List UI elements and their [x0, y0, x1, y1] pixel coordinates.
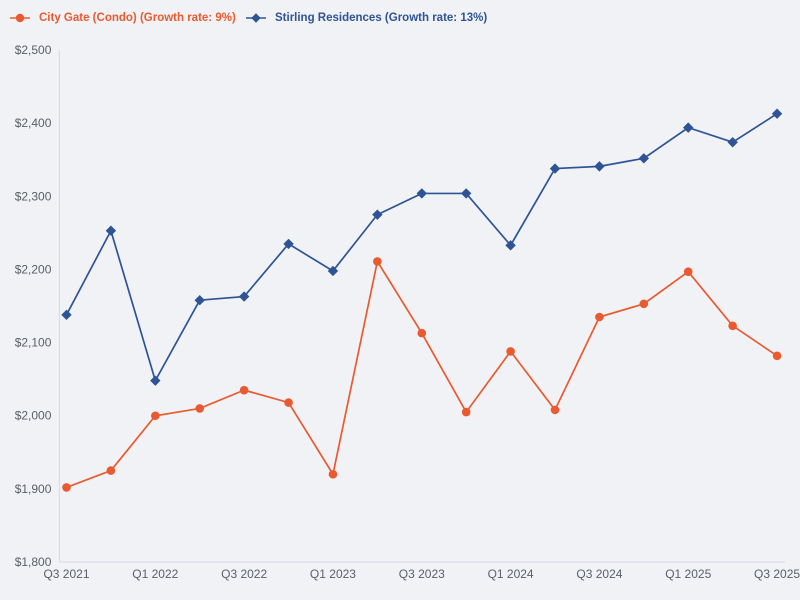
svg-text:$2,000: $2,000 — [15, 409, 52, 423]
svg-text:Q3 2022: Q3 2022 — [221, 567, 267, 581]
svg-text:Q3 2023: Q3 2023 — [399, 567, 445, 581]
svg-text:$2,300: $2,300 — [15, 189, 52, 203]
svg-text:Q3 2024: Q3 2024 — [576, 567, 622, 581]
svg-text:$2,200: $2,200 — [15, 262, 52, 276]
svg-text:Q1 2023: Q1 2023 — [310, 567, 356, 581]
svg-text:$2,500: $2,500 — [15, 43, 52, 57]
svg-text:$1,900: $1,900 — [15, 482, 52, 496]
svg-text:Q3 2025: Q3 2025 — [754, 567, 800, 581]
svg-text:$2,400: $2,400 — [15, 116, 52, 130]
svg-text:Q3 2021: Q3 2021 — [43, 567, 89, 581]
svg-text:Q1 2025: Q1 2025 — [665, 567, 711, 581]
svg-text:$2,100: $2,100 — [15, 336, 52, 350]
svg-text:Q1 2022: Q1 2022 — [132, 567, 178, 581]
svg-text:Q1 2024: Q1 2024 — [488, 567, 534, 581]
